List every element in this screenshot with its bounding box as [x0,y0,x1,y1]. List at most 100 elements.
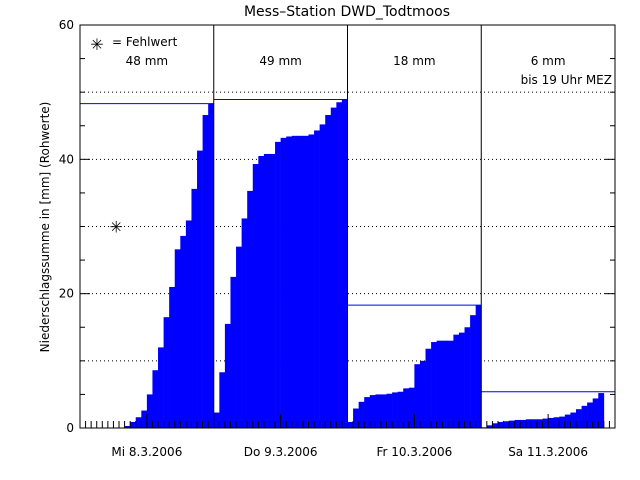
bar [163,317,170,428]
day-label: Fr 10.3.2006 [376,445,452,459]
bar [548,417,554,428]
bar [408,387,415,428]
bar [575,409,582,428]
daily-total-label: 48 mm [126,54,168,68]
bar [425,348,432,428]
bar [453,334,460,428]
bar [458,332,465,428]
bar [447,340,454,428]
bar [146,394,153,428]
bar [236,246,242,428]
bar [559,416,566,428]
bar [124,425,131,428]
bar [536,419,543,428]
legend-symbol: ✳ [90,35,103,54]
bar [436,340,443,428]
bar [581,405,588,428]
bar [442,340,449,428]
bar [564,414,571,428]
bar [241,218,248,428]
bar [191,188,198,428]
bar [470,315,476,428]
day-label: Sa 11.3.2006 [508,445,588,459]
bar [525,419,532,428]
daily-total-label: 49 mm [259,54,301,68]
bar [325,115,332,429]
bar [364,397,371,428]
bar [280,137,287,428]
bar [475,305,482,428]
bars-layer [80,99,615,429]
bar [230,276,237,428]
bar [291,135,298,428]
bar [347,421,354,428]
plot-frame [79,24,616,429]
bar [492,423,499,428]
bar [208,103,215,429]
bar [135,417,142,428]
bar [570,412,577,428]
bar [258,155,265,428]
bar [174,249,181,428]
bar [180,235,187,428]
bar [431,342,437,428]
daily-total-label: 18 mm [393,54,435,68]
bar [308,134,315,428]
bar [185,220,192,428]
bar [486,425,493,428]
bar [503,421,510,428]
bar [297,135,304,428]
bar [531,419,538,428]
labels-layer: Mess–Station DWD_Todtmoos Niederschlagss… [38,4,612,459]
bar [152,370,159,428]
bar [520,419,527,428]
bar [542,418,549,428]
bar [353,408,359,428]
bar [247,190,254,428]
bar [336,102,343,428]
bar [302,135,309,428]
chart-title: Mess–Station DWD_Todtmoos [244,4,450,20]
bar [514,419,521,428]
bar [392,392,398,428]
bar [158,347,164,428]
missing-value-marker: ✳ [110,218,123,237]
bar [598,393,605,428]
bar [197,150,203,428]
bar [397,391,404,428]
bar [414,364,421,428]
bar [592,398,599,428]
bar [358,401,365,428]
bar [224,323,231,428]
bar [252,164,259,428]
y-tick-label: 20 [59,287,74,301]
bar [553,417,560,428]
bar [269,153,276,428]
bar [464,327,471,428]
bar [141,410,148,428]
day-label: Do 9.3.2006 [244,445,318,459]
day-label: Mi 8.3.2006 [111,445,182,459]
bar [263,153,270,428]
time-note: bis 19 Uhr MEZ [521,73,612,87]
y-tick-label: 0 [66,421,74,435]
bar [213,412,220,428]
bar [275,141,281,428]
bar [509,420,515,428]
bar [386,393,393,428]
bar [341,99,348,429]
bar [169,286,176,428]
bar [587,402,594,428]
bar [130,421,137,428]
bar [319,124,326,428]
bar [403,388,410,428]
y-axis-label: Niederschlagssumme in [mm] (Rohwerte) [38,102,52,353]
y-tick-label: 40 [59,152,74,166]
legend-text: = Fehlwert [112,35,178,49]
bar [202,115,209,429]
daily-total-label: 6 mm [531,54,566,68]
bar [219,372,226,428]
bar [497,421,504,428]
y-tick-label: 60 [59,18,74,32]
